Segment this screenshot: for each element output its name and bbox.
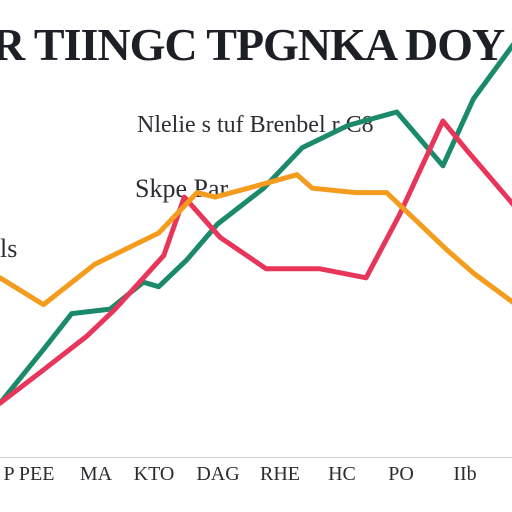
series-line-1 — [0, 118, 512, 406]
chart-annotation: ls — [0, 234, 18, 263]
series-line-0 — [0, 42, 512, 406]
x-tick-label: IIb — [453, 463, 477, 485]
x-tick-label: P PEE — [3, 463, 55, 485]
x-tick-label: DAG — [196, 463, 240, 485]
series-line-2 — [0, 172, 512, 308]
x-tick-label: MA — [79, 463, 113, 485]
chart-title: R TIINGC TPGNKA DOY GLO — [0, 19, 512, 70]
x-tick-label: HC — [328, 463, 356, 485]
x-tick-label: RHE — [260, 463, 300, 485]
x-tick-label: PO — [388, 463, 414, 485]
x-axis-line — [0, 457, 512, 458]
x-tick-label: KTO — [133, 463, 175, 485]
